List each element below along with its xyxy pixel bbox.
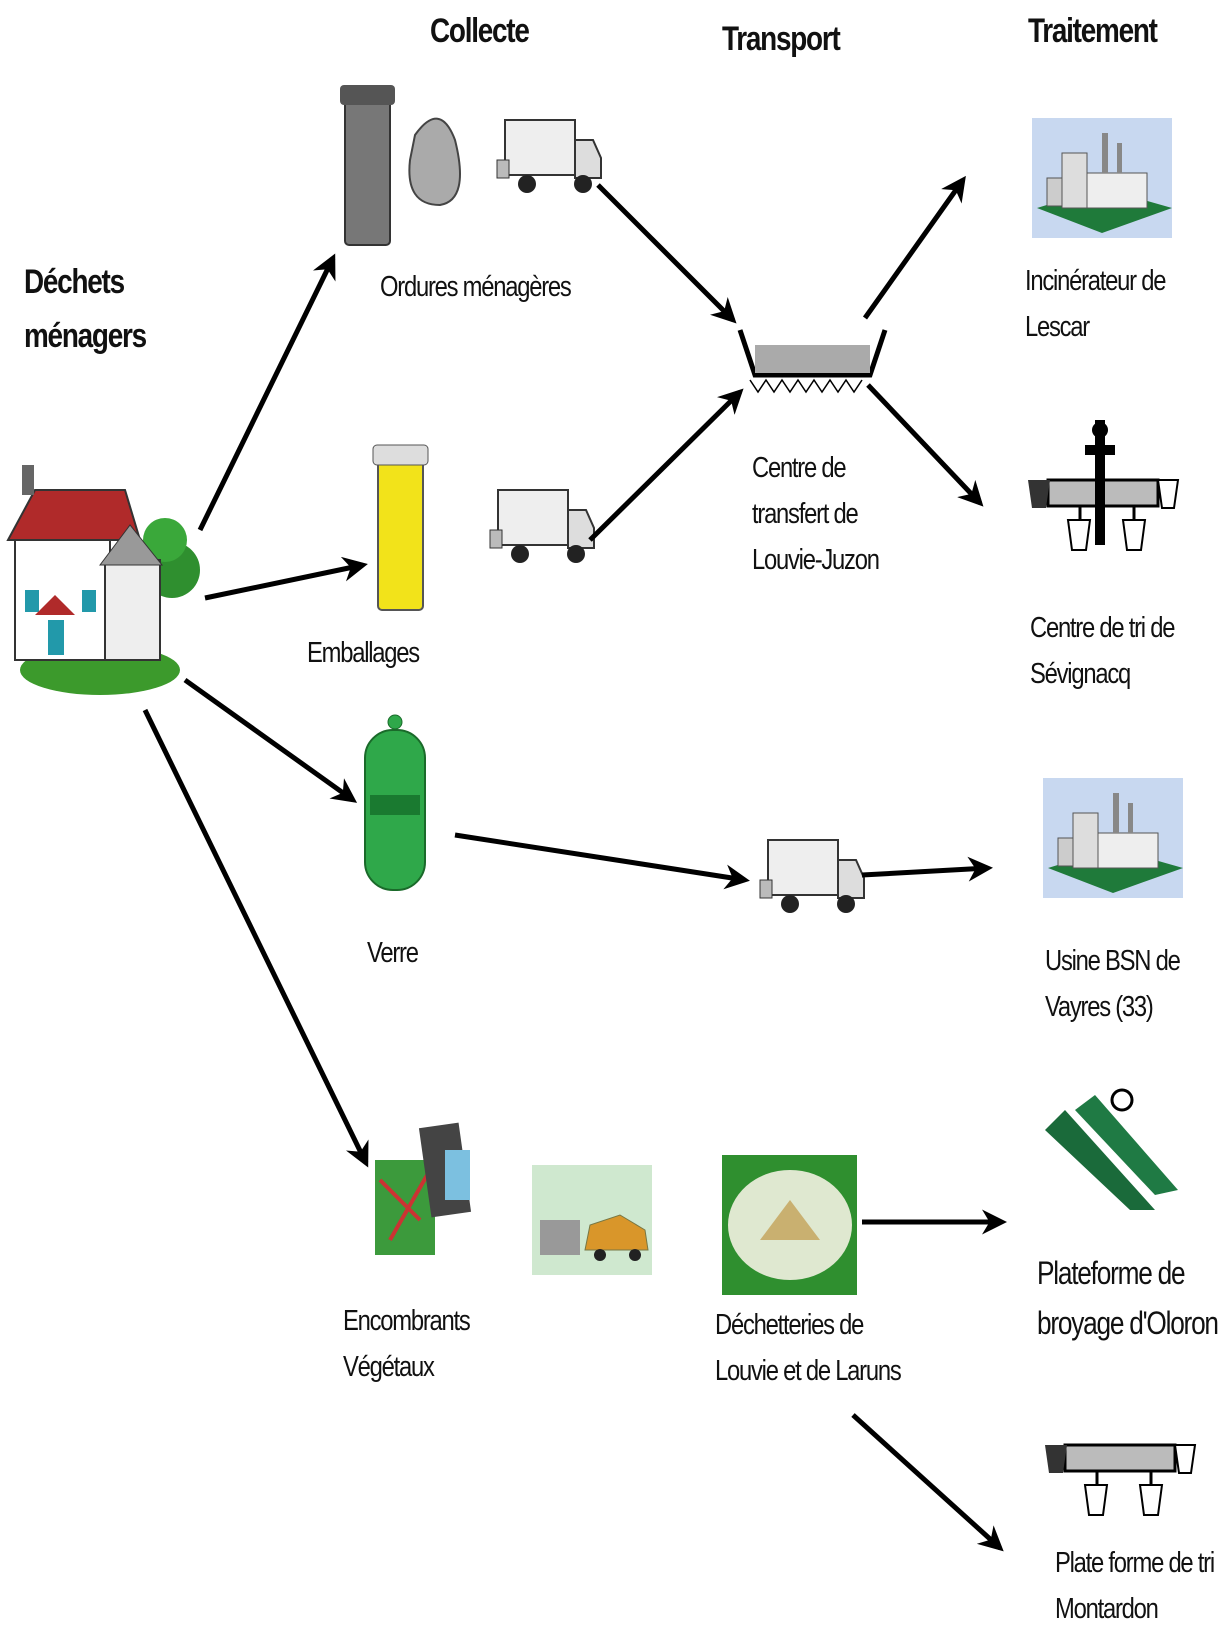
label-line: Incinérateur de [1025,265,1166,297]
source-label: Déchets ménagers [24,255,147,363]
arrow [183,677,358,803]
label-line: Emballages [307,637,420,669]
bulky-waste-icon [375,1122,472,1255]
yellow-bin-icon [372,444,429,611]
arrow [204,556,368,601]
header: Transport [722,20,841,58]
label-line: Encombrants [343,1305,471,1337]
label-line: Louvie-Juzon [752,544,880,576]
node-label: Emballages [307,630,420,676]
label-line: Lescar [1025,311,1090,343]
sorting-center-icon [1026,420,1180,552]
car-trailer-icon [532,1165,652,1275]
arrow [851,1413,1004,1552]
grey-bin-icon [340,85,395,246]
label-line: Déchetteries de [715,1309,864,1341]
node-label: Encombrants Végétaux [343,1298,471,1390]
label-line: Plateforme de [1037,1255,1186,1291]
recycling-center-icon [722,1155,857,1295]
house-icon [6,465,200,695]
node-label: Centre de tri de Sévignacq [1030,605,1175,697]
label-line: transfert de [752,498,859,530]
bag-icon [408,117,461,207]
arrow [861,856,993,882]
node-label: Centre de transfert de Louvie-Juzon [752,445,880,583]
header: Traitement [1028,12,1158,50]
label-line: Ordures ménagères [380,271,572,303]
factory-icon [1042,777,1184,899]
label-line: Verre [367,937,419,969]
crushing-platform-icon [1045,1088,1178,1210]
label-line: Sévignacq [1030,658,1131,690]
arrow [454,832,750,890]
label-line: Louvie et de Laruns [715,1355,902,1387]
label-line: broyage d'Oloron [1037,1305,1219,1341]
arrow [197,253,336,532]
arrow [866,383,984,507]
node-label: Déchetteries de Louvie et de Laruns [715,1302,902,1394]
node-label: Ordures ménagères [380,264,572,310]
arrows [142,175,1007,1552]
node-label: Usine BSN de Vayres (33) [1045,938,1181,1030]
truck-icon [489,489,595,564]
node-label: Plate forme de tri Montardon [1055,1540,1215,1632]
truck-icon [759,839,865,914]
arrow [862,175,966,320]
label-line: Vayres (33) [1045,991,1154,1023]
label-line: Déchets [24,263,125,301]
label-line: Centre de [752,452,847,484]
arrow [588,388,744,542]
label-line: Centre de tri de [1030,612,1175,644]
truck-icon [496,119,602,194]
arrow [142,708,369,1168]
arrow [596,183,737,324]
node-label: Incinérateur de Lescar [1025,258,1166,350]
sorting-platform-icon [1043,1443,1197,1517]
glass-bank-icon [364,714,426,891]
header: Collecte [430,12,530,50]
label-line: Végétaux [343,1351,435,1383]
label-line: Usine BSN de [1045,945,1181,977]
node-label: Verre [367,930,419,976]
label-line: ménagers [24,317,147,355]
factory-icon [1031,117,1173,239]
transfer-pit-icon [737,329,888,394]
node-label: Plateforme de broyage d'Oloron [1037,1248,1219,1348]
label-line: Montardon [1055,1593,1159,1625]
label-line: Plate forme de tri [1055,1547,1215,1579]
